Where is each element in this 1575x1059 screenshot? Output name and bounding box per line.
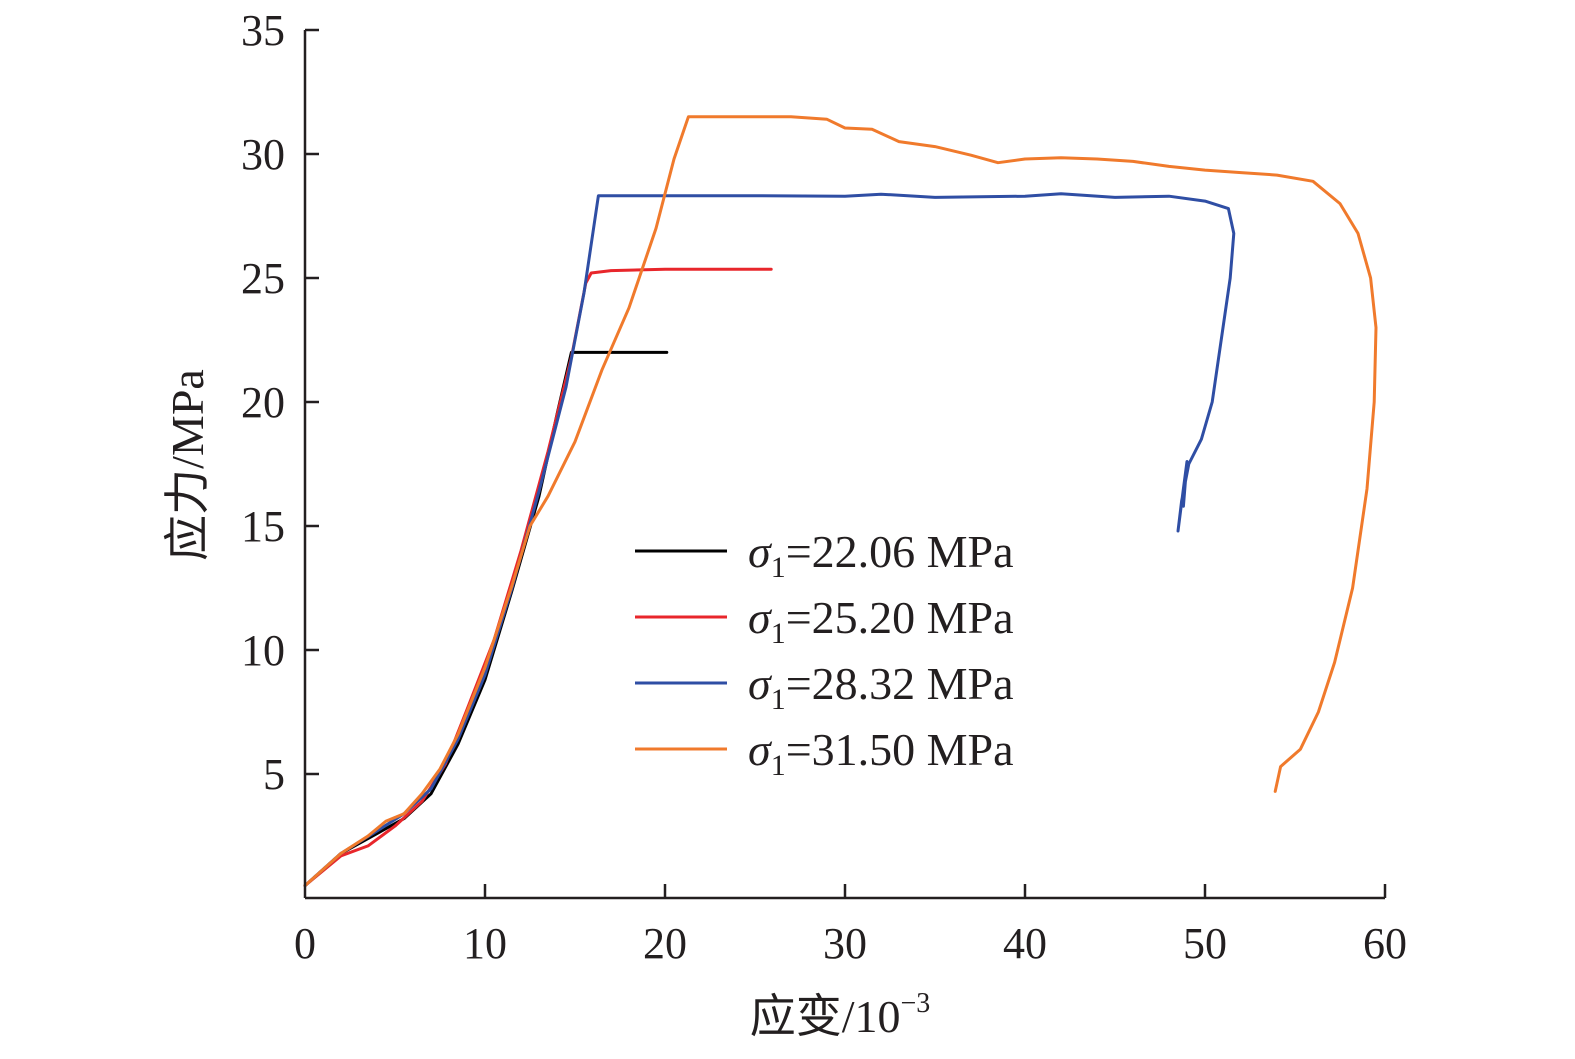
x-axis-title: 应变/10−3 — [750, 988, 931, 1042]
x-tick-label: 20 — [643, 919, 687, 968]
y-axis-title: 应力/MPa — [162, 369, 213, 561]
x-tick-label: 50 — [1183, 919, 1227, 968]
series-line-1 — [303, 350, 669, 888]
x-tick-label: 40 — [1003, 919, 1047, 968]
x-tick-label: 30 — [823, 919, 867, 968]
y-tick-label: 30 — [241, 130, 285, 179]
series-line-2 — [303, 267, 773, 888]
x-tick-label: 60 — [1363, 919, 1407, 968]
x-tick-label: 0 — [294, 919, 316, 968]
legend-label: σ1=25.20 MPa — [748, 592, 1014, 650]
y-tick-label: 5 — [263, 750, 285, 799]
x-axis-title-exponent: −3 — [900, 988, 930, 1019]
y-tick-label: 15 — [241, 502, 285, 551]
legend-item-2: σ1=25.20 MPa — [635, 592, 1014, 650]
y-tick-label: 20 — [241, 378, 285, 427]
ticks-layer: 0 10 20 30 40 50 60 5 10 15 20 25 30 35 — [241, 6, 1407, 968]
y-tick-label: 10 — [241, 626, 285, 675]
x-tick-label: 10 — [463, 919, 507, 968]
y-tick-label: 35 — [241, 6, 285, 55]
labels-layer: 应力/MPa 应变/10−3 — [162, 369, 930, 1042]
x-axis-title-base: 应变/10 — [750, 991, 901, 1042]
legend-label: σ1=22.06 MPa — [748, 526, 1014, 584]
legend-item-4: σ1=31.50 MPa — [635, 724, 1014, 782]
y-tick-label: 25 — [241, 254, 285, 303]
legend: σ1=22.06 MPa σ1=25.20 MPa σ1=28.32 MPa σ1=3… — [635, 526, 1014, 782]
legend-label: σ1=28.32 MPa — [748, 658, 1014, 716]
legend-item-1: σ1=22.06 MPa — [635, 526, 1014, 584]
series-line-4 — [303, 115, 1378, 888]
series-line-3 — [303, 192, 1236, 888]
curves-layer — [303, 115, 1378, 888]
legend-item-3: σ1=28.32 MPa — [635, 658, 1014, 716]
legend-label: σ1=31.50 MPa — [748, 724, 1014, 782]
